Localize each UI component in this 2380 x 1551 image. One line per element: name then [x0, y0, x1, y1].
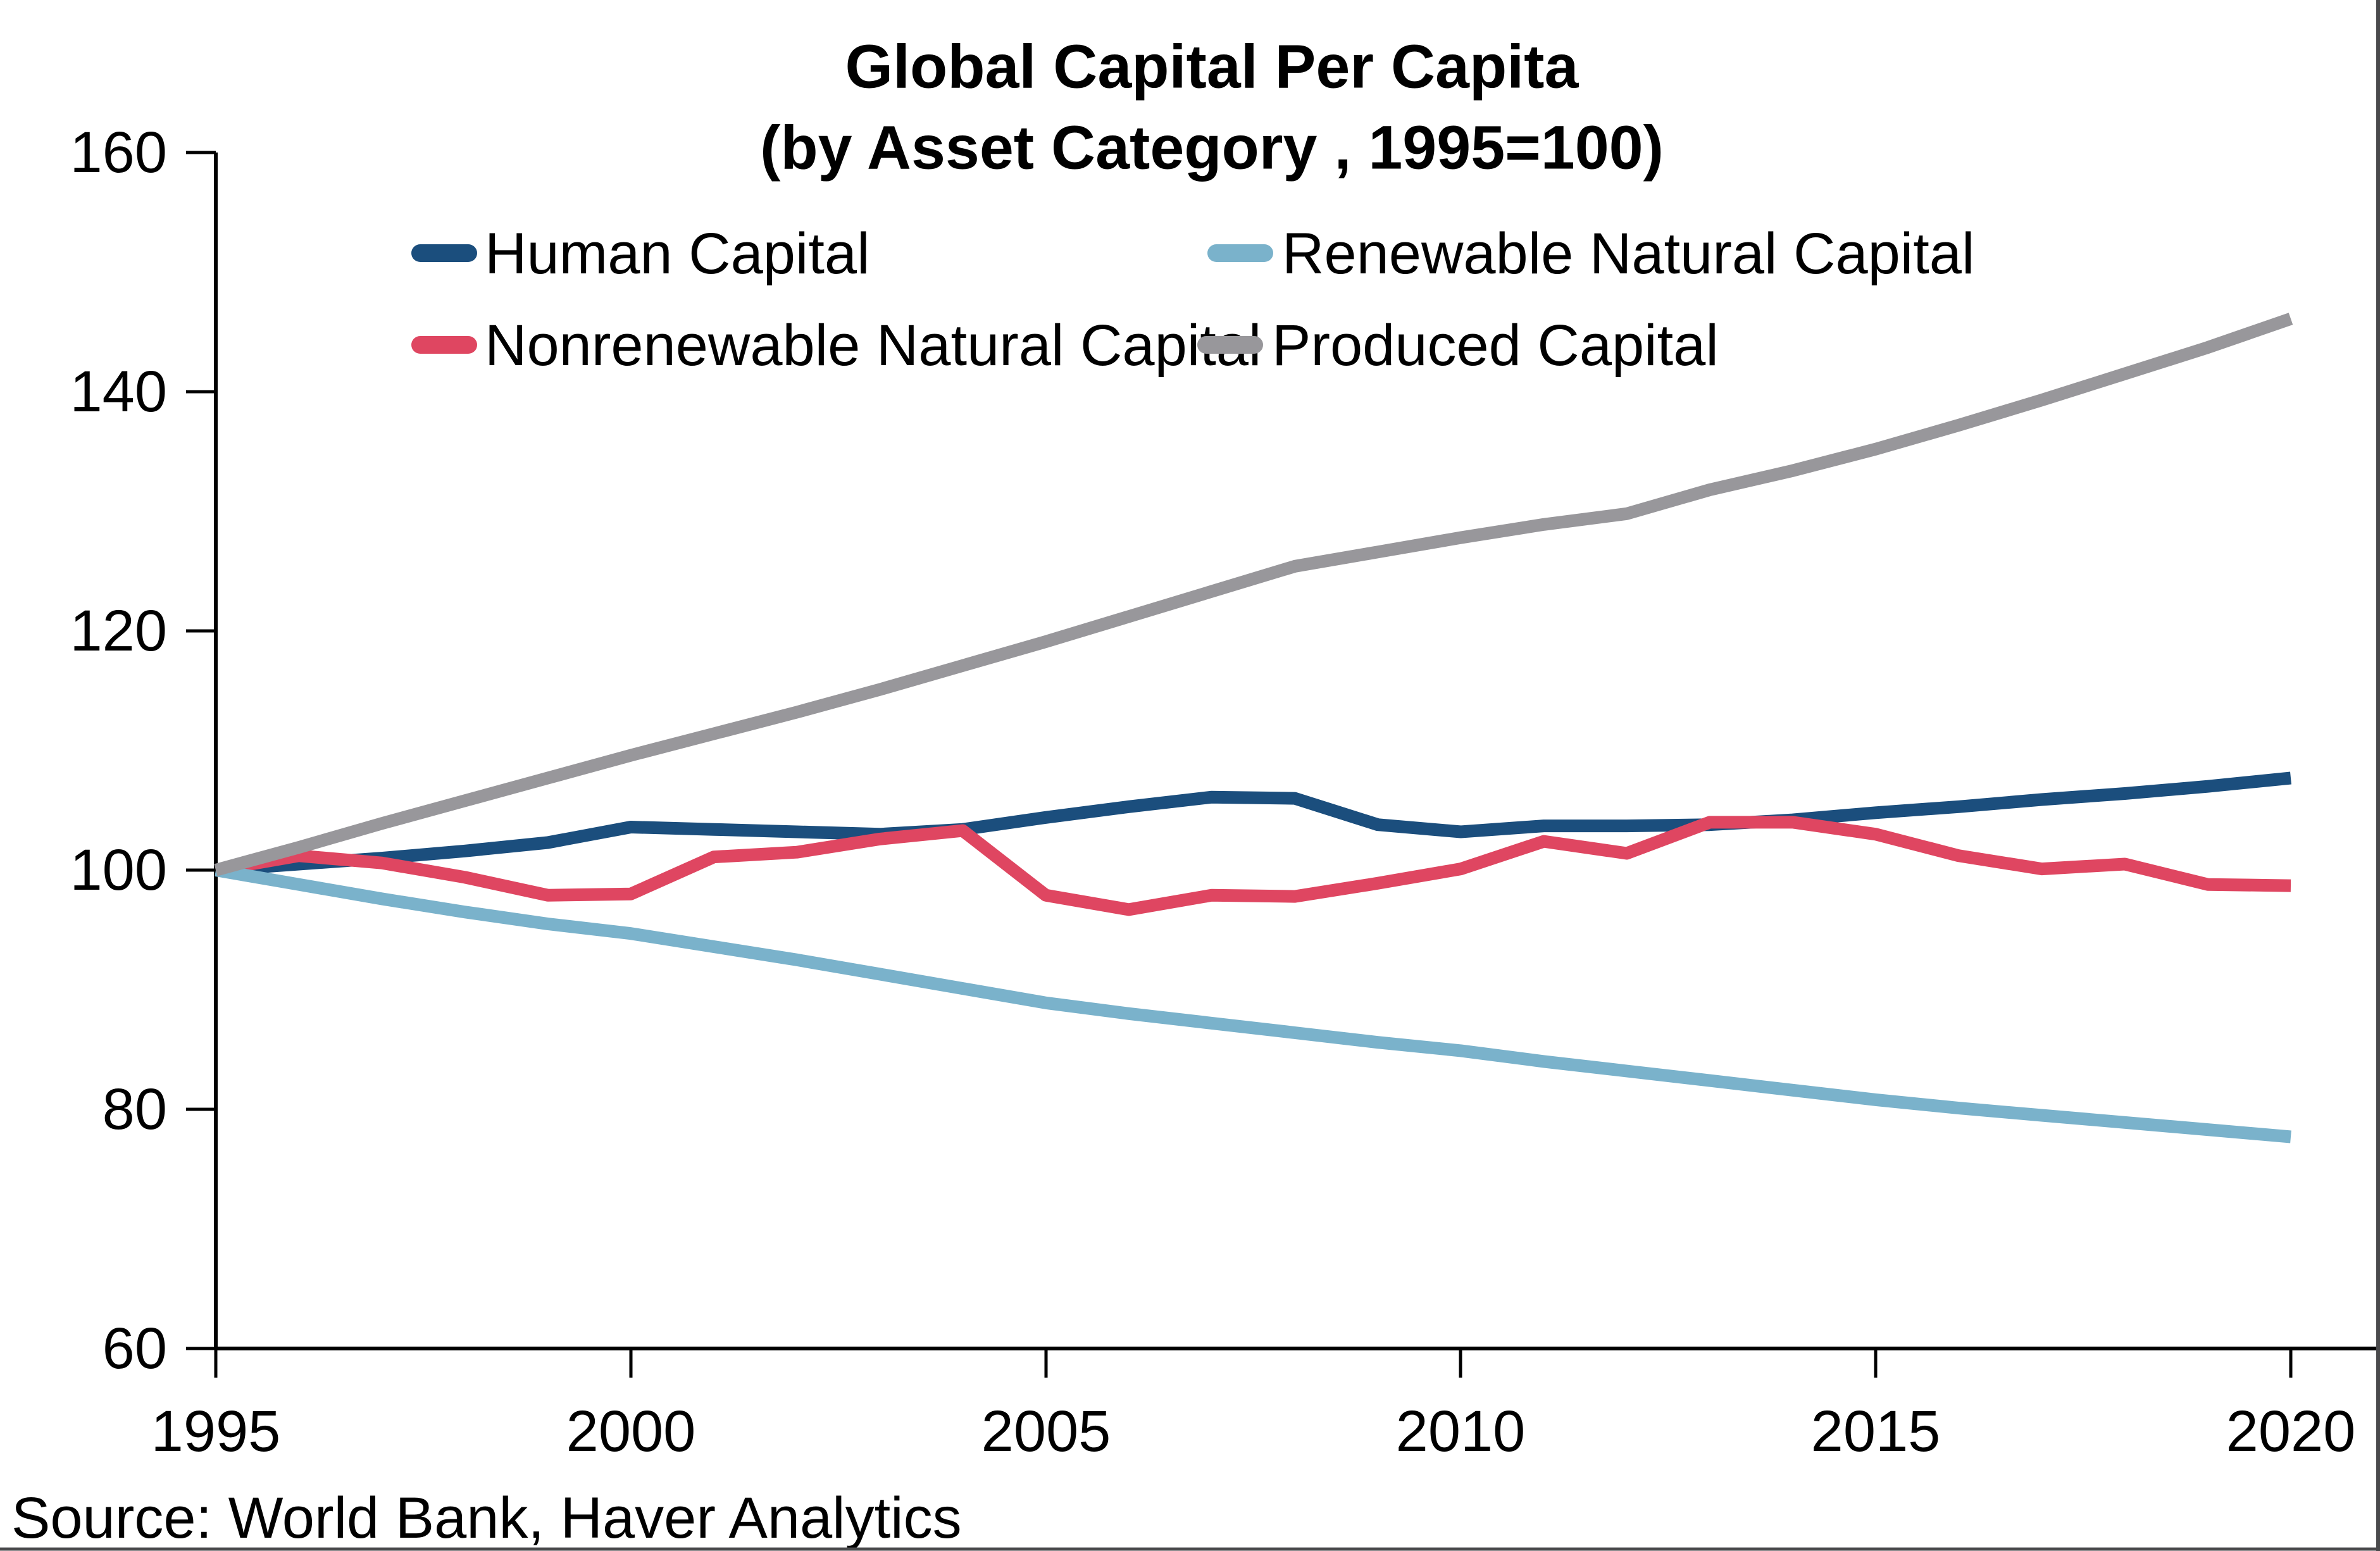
y-tick-label-140: 140 — [70, 359, 168, 424]
x-tick-label-2000: 2000 — [566, 1399, 696, 1464]
source-text: Source: World Bank, Haver Analytics — [11, 1486, 962, 1550]
legend-swatch-renewable-natural-capital — [1207, 244, 1273, 262]
series-line-nonrenewable-natural-capital — [215, 816, 2291, 916]
y-tick-label-60: 60 — [103, 1316, 167, 1381]
chart-title: Global Capital Per Capita — [845, 32, 1579, 101]
series-line-renewable-natural-capital — [215, 864, 2291, 1143]
y-axis-labels: 160 140 120 100 80 60 — [70, 120, 168, 1381]
y-tick-label-120: 120 — [70, 599, 168, 663]
y-tick-label-160: 160 — [70, 120, 168, 185]
legend: Human Capital Renewable Natural Capital … — [411, 221, 1974, 378]
legend-label-renewable-natural-capital: Renewable Natural Capital — [1282, 221, 1974, 286]
y-tick-label-80: 80 — [103, 1077, 167, 1142]
y-tick-label-100: 100 — [70, 838, 168, 902]
legend-label-nonrenewable-natural-capital: Nonrenewable Natural Capital — [485, 313, 1261, 378]
x-axis — [214, 1347, 2377, 1378]
series-line-produced-capital — [214, 313, 2293, 876]
legend-swatch-human-capital — [411, 244, 477, 262]
x-tick-label-1995: 1995 — [151, 1399, 281, 1464]
series-line-human-capital — [215, 771, 2292, 876]
x-tick-label-2020: 2020 — [2226, 1399, 2356, 1464]
x-tick-label-2005: 2005 — [981, 1399, 1111, 1464]
chart-subtitle: (by Asset Category , 1995=100) — [760, 113, 1664, 182]
x-tick-label-2015: 2015 — [1811, 1399, 1941, 1464]
legend-swatch-nonrenewable-natural-capital — [411, 336, 477, 354]
legend-label-human-capital: Human Capital — [485, 221, 870, 286]
y-axis — [186, 151, 218, 1350]
x-tick-label-2010: 2010 — [1396, 1399, 1526, 1464]
series-lines — [214, 313, 2293, 1143]
legend-label-produced-capital: Produced Capital — [1272, 313, 1719, 378]
x-axis-labels: 1995 2000 2005 2010 2015 2020 — [151, 1399, 2356, 1464]
legend-swatch-produced-capital — [1197, 336, 1263, 354]
